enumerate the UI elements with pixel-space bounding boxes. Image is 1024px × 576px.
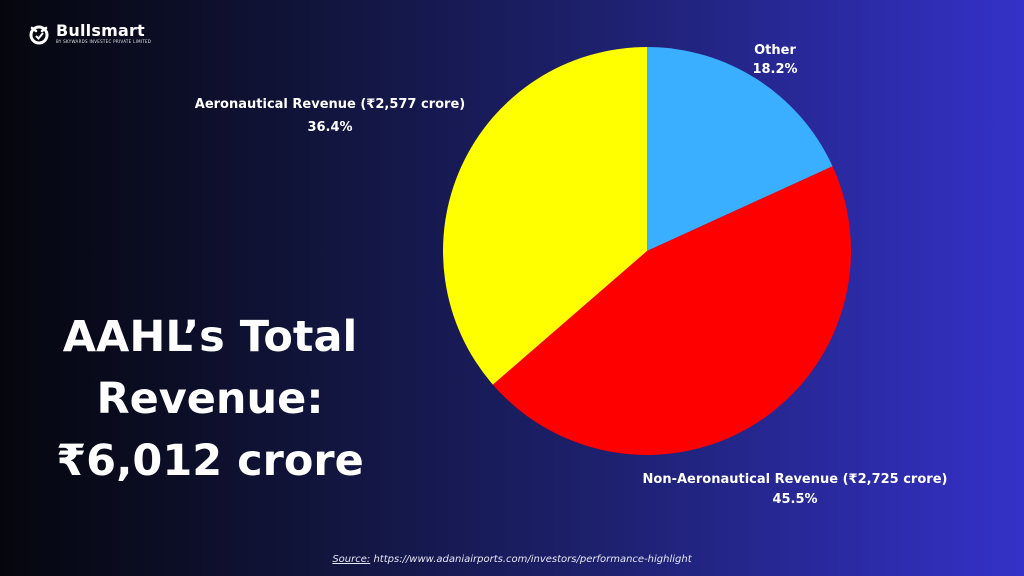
headline: AAHL’s Total Revenue: ₹6,012 crore <box>30 306 390 492</box>
source-label: Source: <box>332 554 371 565</box>
slice-percent-1: 18.2% <box>752 62 797 77</box>
pie-slice-2 <box>492 166 851 455</box>
source-url[interactable]: https://www.adaniairports.com/investors/… <box>373 554 692 565</box>
slice-percent-2: 45.5% <box>772 492 817 507</box>
brand-logo: Bullsmart BY SKYWARDS INVESTEC PRIVATE L… <box>28 22 151 45</box>
brand-name: Bullsmart <box>56 21 145 40</box>
pie-slice-3 <box>443 47 647 385</box>
pie-slice-1 <box>647 47 833 251</box>
headline-line-2: Revenue: <box>96 374 324 424</box>
slice-label-1: Other <box>754 43 796 58</box>
headline-line-1: AAHL’s Total <box>62 312 358 362</box>
source-note: Source: https://www.adaniairports.com/in… <box>0 554 1024 565</box>
slice-label-3: Aeronautical Revenue (₹2,577 crore) <box>195 97 465 112</box>
brand-tagline: BY SKYWARDS INVESTEC PRIVATE LIMITED <box>56 39 152 44</box>
bull-logo-icon <box>29 25 49 44</box>
headline-line-3: ₹6,012 crore <box>56 436 364 486</box>
slice-percent-3: 36.4% <box>307 120 352 135</box>
slice-label-2: Non-Aeronautical Revenue (₹2,725 crore) <box>643 472 948 487</box>
